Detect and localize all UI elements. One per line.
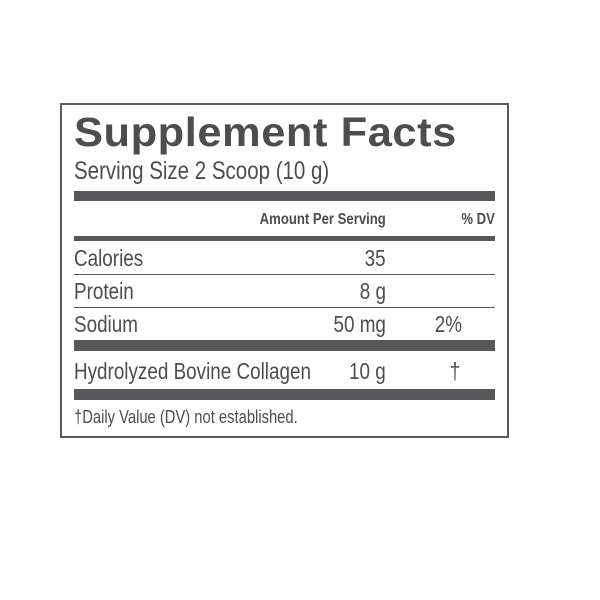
nutrient-amount: 50 mg xyxy=(333,311,386,337)
nutrient-dv: 2% xyxy=(434,311,462,337)
thick-divider xyxy=(74,389,495,400)
nutrient-name: Sodium xyxy=(74,311,138,337)
dv-header: % DV xyxy=(461,211,495,228)
thick-divider xyxy=(74,191,495,201)
serving-size: Serving Size 2 Scoop (10 g) xyxy=(74,157,330,185)
nutrient-amount: 8 g xyxy=(359,278,386,304)
nutrient-amount: 35 xyxy=(365,245,386,271)
row-divider xyxy=(74,307,495,308)
nutrient-name: Hydrolyzed Bovine Collagen xyxy=(74,358,311,384)
nutrient-name: Protein xyxy=(74,278,134,304)
amount-per-serving-header: Amount Per Serving xyxy=(259,211,386,228)
nutrient-amount: 10 g xyxy=(349,358,386,384)
thick-divider xyxy=(74,340,495,351)
medium-divider xyxy=(74,236,495,241)
nutrient-name: Calories xyxy=(74,245,144,271)
row-divider xyxy=(74,274,495,275)
footnote: †Daily Value (DV) not established. xyxy=(74,407,298,427)
panel-title: Supplement Facts xyxy=(74,109,457,155)
supplement-facts-panel: Supplement Facts Serving Size 2 Scoop (1… xyxy=(60,103,509,438)
nutrient-dv: † xyxy=(449,358,461,384)
